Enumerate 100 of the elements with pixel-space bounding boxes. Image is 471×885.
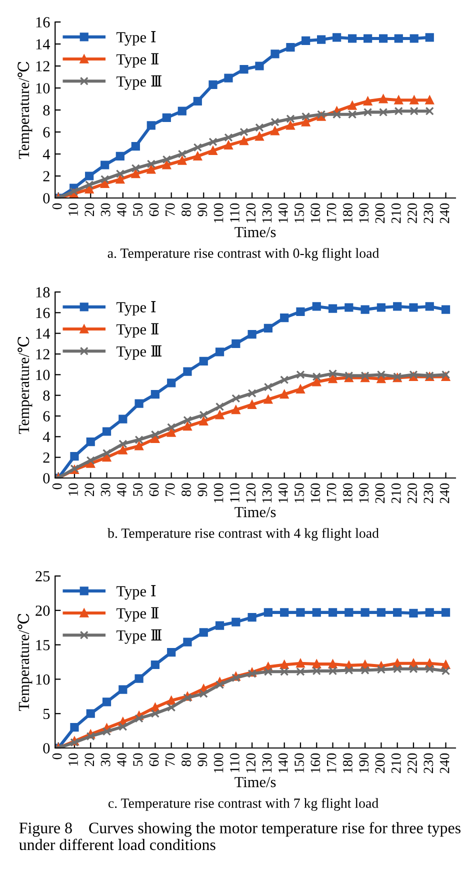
y-tick-label: 10 (36, 370, 50, 380)
x-tick-label: 170 (326, 483, 336, 502)
x-tick-label: 160 (310, 203, 320, 222)
y-tick-label: 12 (36, 61, 50, 72)
x-tick-label: 40 (117, 483, 126, 496)
x-axis-title: Time/s (234, 506, 276, 518)
x-tick-label: 70 (165, 753, 175, 766)
y-tick-label: 2 (43, 171, 50, 182)
x-tick-label: 230 (424, 203, 434, 224)
x-tick-label: 10 (68, 483, 78, 496)
legend-label: Type Ⅱ (116, 53, 159, 68)
x-tick-label: 100 (214, 753, 224, 772)
x-tick-label: 140 (278, 753, 288, 772)
y-axis-title: Temperature/℃ (18, 614, 32, 711)
x-tick-label: 120 (246, 203, 256, 222)
x-tick-label: 50 (133, 753, 143, 766)
x-tick-label: 210 (391, 483, 401, 504)
x-tick-label: 190 (359, 203, 369, 222)
x-tick-label: 210 (391, 753, 401, 774)
y-tick-label: 0 (43, 193, 50, 204)
y-tick-label: 2 (43, 452, 50, 463)
x-tick-label: 140 (278, 203, 288, 222)
x-tick-label: 40 (117, 753, 126, 766)
x-tick-label: 240 (440, 483, 450, 504)
x-tick-label: 190 (359, 483, 369, 502)
x-tick-label: 130 (262, 203, 272, 222)
x-tick-label: 10 (68, 203, 78, 216)
x-tick-label: 140 (278, 483, 288, 502)
x-tick-label: 90 (198, 753, 208, 766)
legend-label: Type Ⅰ (116, 301, 156, 316)
x-tick-label: 120 (246, 483, 256, 502)
y-tick-label: 10 (36, 83, 50, 94)
x-tick-label: 150 (294, 483, 304, 502)
x-axis-title: Time/s (234, 226, 276, 238)
y-tick-label: 10 (36, 674, 50, 685)
x-tick-label: 70 (165, 203, 175, 216)
x-tick-label: 180 (343, 753, 352, 772)
x-tick-label: 240 (440, 753, 450, 774)
x-tick-label: 240 (440, 203, 450, 224)
x-tick-label: 230 (424, 753, 434, 774)
x-tick-label: 220 (408, 753, 417, 774)
y-tick-label: 4 (42, 149, 50, 160)
text: b. Temperature rise contrast with 4 kg flight load (108, 528, 379, 541)
y-tick-label: 14 (36, 328, 50, 339)
y-tick-label: 16 (36, 17, 50, 28)
x-tick-label: 20 (84, 753, 94, 766)
x-tick-label: 0 (52, 203, 62, 210)
x-tick-label: 180 (343, 203, 352, 222)
x-tick-label: 80 (182, 203, 191, 216)
x-tick-label: 30 (100, 753, 110, 766)
x-tick-label: 160 (310, 483, 320, 502)
y-tick-label: 20 (36, 606, 50, 616)
x-tick-label: 200 (375, 753, 385, 774)
x-tick-label: 110 (230, 483, 240, 502)
legend-label: Type Ⅲ (116, 75, 162, 90)
y-axis-title: Temperature/℃ (18, 62, 32, 159)
legend-label: Type Ⅱ (116, 607, 159, 622)
text: a. Temperature rise contrast with 0-kg flight load (108, 248, 380, 261)
x-tick-label: 210 (391, 203, 401, 224)
y-tick-label: 25 (36, 571, 50, 582)
y-tick-label: 6 (43, 411, 50, 422)
y-tick-label: 18 (36, 287, 50, 298)
x-tick-label: 10 (68, 753, 78, 766)
x-tick-label: 80 (182, 753, 191, 766)
x-tick-label: 20 (84, 203, 94, 216)
legend-label: Type Ⅲ (116, 345, 162, 360)
x-tick-label: 0 (52, 483, 62, 490)
y-tick-label: 12 (36, 349, 50, 360)
x-tick-label: 90 (198, 483, 208, 496)
x-tick-label: 0 (52, 753, 62, 760)
x-tick-label: 230 (424, 483, 434, 504)
x-tick-label: 70 (165, 483, 175, 496)
y-tick-label: 16 (36, 308, 50, 318)
x-tick-label: 60 (149, 203, 159, 216)
x-tick-label: 170 (326, 203, 336, 222)
x-tick-label: 200 (375, 483, 385, 504)
x-tick-label: 160 (310, 753, 320, 772)
x-tick-label: 100 (214, 203, 224, 222)
x-tick-label: 80 (182, 483, 191, 496)
x-tick-label: 110 (230, 203, 240, 222)
x-tick-label: 50 (133, 483, 143, 496)
x-tick-label: 200 (375, 203, 385, 224)
x-tick-label: 120 (246, 753, 256, 772)
y-tick-label: 14 (36, 39, 50, 50)
x-tick-label: 50 (133, 203, 143, 216)
x-tick-label: 130 (262, 753, 272, 772)
x-axis-title: Time/s (234, 776, 276, 788)
x-tick-label: 150 (294, 753, 304, 772)
y-tick-label: 8 (43, 390, 50, 401)
legend-label: Type Ⅰ (116, 31, 156, 46)
x-tick-label: 60 (149, 483, 159, 496)
text: c. Temperature rise contrast with 7 kg flight load (108, 798, 378, 811)
y-tick-label: 8 (43, 105, 50, 116)
x-tick-label: 180 (343, 483, 352, 502)
legend-label: Type Ⅱ (116, 323, 159, 338)
x-tick-label: 40 (117, 203, 126, 216)
caption: Figure 8 Curves showing the motor temperature rise for three types under different load conditions (19, 822, 460, 850)
x-tick-label: 30 (100, 203, 110, 216)
y-tick-label: 15 (36, 640, 50, 650)
y-axis-title: Temperature/℃ (18, 336, 32, 434)
